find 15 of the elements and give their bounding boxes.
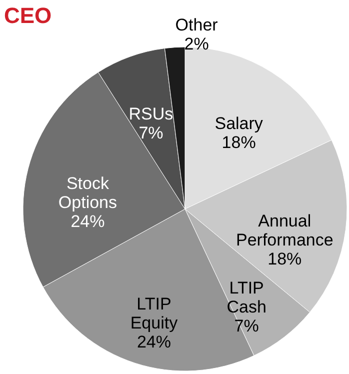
data-label: 18% bbox=[222, 133, 256, 152]
data-label: 7% bbox=[234, 316, 259, 336]
data-label: 7% bbox=[138, 124, 164, 142]
data-label: 2% bbox=[184, 34, 209, 54]
slice-label: Annual Performance bbox=[236, 212, 334, 250]
slice-label: LTIP Equity bbox=[130, 294, 178, 333]
data-label: 18% bbox=[268, 250, 302, 269]
slice-label: RSUs bbox=[128, 104, 174, 124]
slice-label: Stock Options bbox=[58, 174, 118, 212]
slice-label: Other bbox=[175, 15, 218, 34]
data-label: 24% bbox=[136, 332, 171, 352]
chart-title: CEO bbox=[4, 3, 52, 28]
data-label: 24% bbox=[70, 212, 105, 232]
slice-label: LTIP Cash bbox=[226, 278, 266, 316]
slice-label: Salary bbox=[214, 114, 264, 134]
